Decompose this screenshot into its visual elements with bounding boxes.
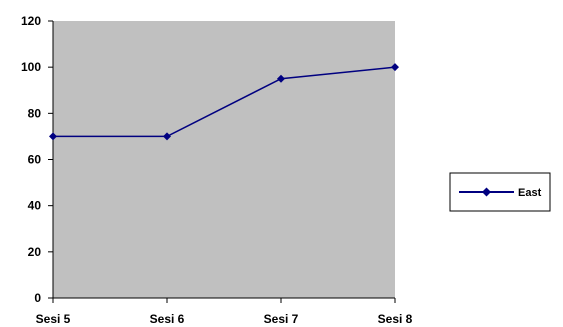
y-tick-label: 0 xyxy=(34,291,41,305)
x-axis: Sesi 5 Sesi 6 Sesi 7 Sesi 8 xyxy=(36,297,413,326)
data-point xyxy=(49,132,57,141)
data-point xyxy=(277,74,285,83)
x-tick-label: Sesi 8 xyxy=(378,312,413,326)
legend: East xyxy=(449,172,551,212)
plot-area xyxy=(53,21,395,298)
series-line-east xyxy=(53,66,396,138)
y-axis: 0 20 40 60 80 100 120 xyxy=(21,14,54,305)
data-point xyxy=(163,132,171,141)
y-tick-label: 40 xyxy=(28,199,42,213)
y-tick-label: 20 xyxy=(28,245,42,259)
data-point xyxy=(391,63,399,72)
x-tick-label: Sesi 6 xyxy=(150,312,185,326)
y-tick-label: 120 xyxy=(21,14,41,28)
y-tick-label: 80 xyxy=(28,106,42,120)
legend-marker xyxy=(482,187,491,197)
y-tick-label: 100 xyxy=(21,60,41,74)
x-tick-label: Sesi 7 xyxy=(264,312,299,326)
legend-label-east: East xyxy=(518,187,542,199)
series-layer xyxy=(49,63,399,141)
y-tick-label: 60 xyxy=(28,153,42,167)
x-tick-label: Sesi 5 xyxy=(36,312,71,326)
